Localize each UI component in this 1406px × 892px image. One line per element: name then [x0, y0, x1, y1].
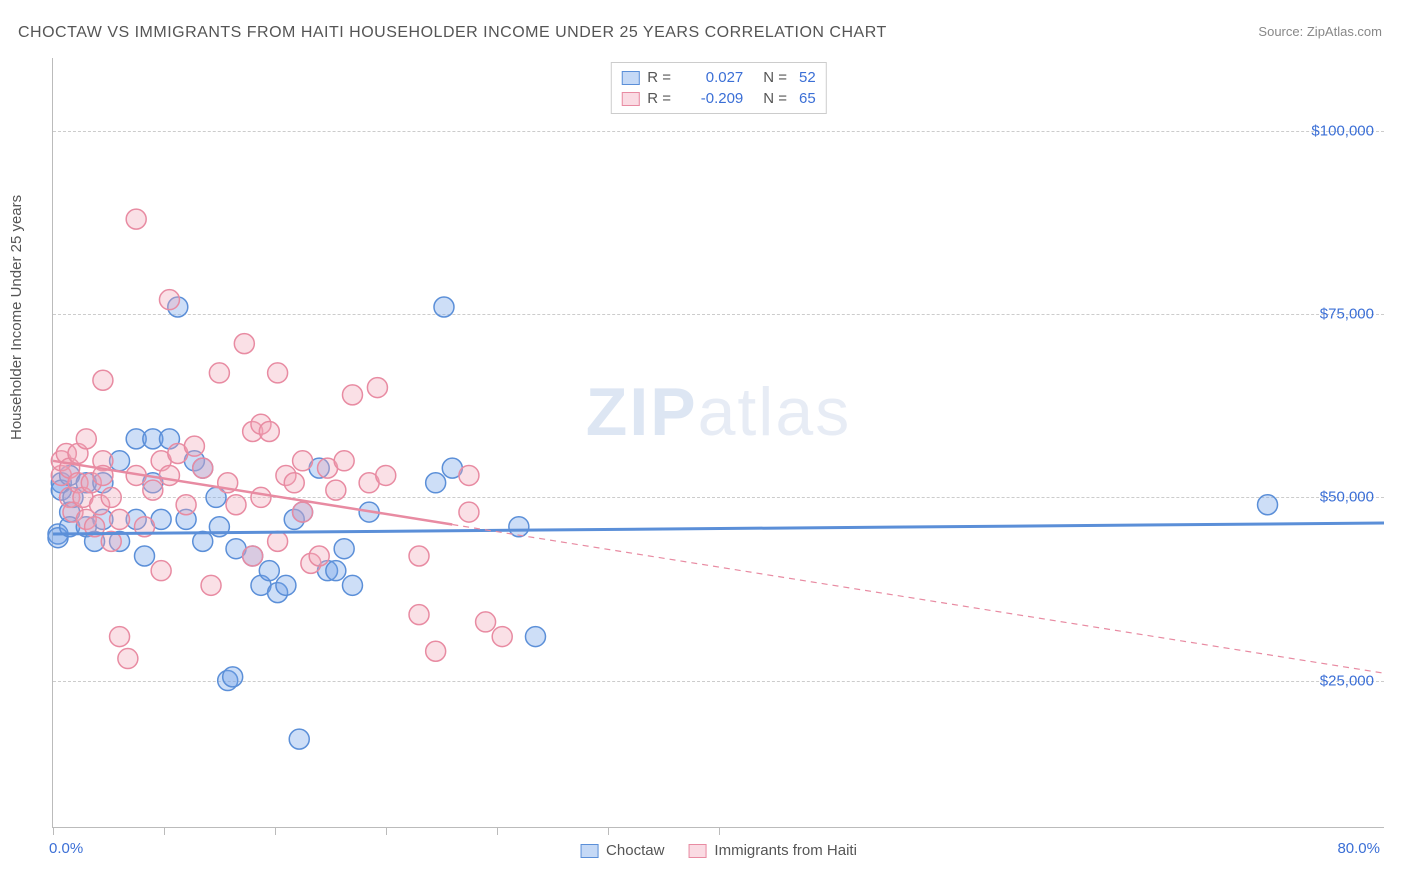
x-tick — [386, 827, 387, 835]
data-point — [110, 509, 130, 529]
series-legend: Choctaw Immigrants from Haiti — [580, 842, 857, 859]
x-tick-label: 80.0% — [1337, 840, 1380, 857]
data-point — [284, 473, 304, 493]
trend-line — [53, 523, 1384, 534]
data-point — [184, 436, 204, 456]
x-tick — [275, 827, 276, 835]
data-point — [426, 473, 446, 493]
data-point — [459, 465, 479, 485]
x-tick — [53, 827, 54, 835]
chart-plot-area: ZIPatlas $25,000$50,000$75,000$100,000 R… — [52, 58, 1384, 828]
x-tick — [719, 827, 720, 835]
legend-row: R = 0.027 N = 52 — [621, 67, 815, 88]
data-point — [110, 627, 130, 647]
source-attribution: Source: ZipAtlas.com — [1258, 24, 1382, 39]
n-label: N = — [763, 69, 787, 86]
data-point — [118, 649, 138, 669]
data-point — [334, 539, 354, 559]
series-name: Immigrants from Haiti — [714, 842, 857, 859]
data-point — [342, 385, 362, 405]
data-point — [93, 370, 113, 390]
x-tick — [164, 827, 165, 835]
data-point — [243, 546, 263, 566]
legend-swatch — [580, 844, 598, 858]
trend-line-extrapolated — [452, 525, 1384, 674]
data-point — [101, 487, 121, 507]
legend-swatch — [688, 844, 706, 858]
data-point — [289, 729, 309, 749]
data-point — [434, 297, 454, 317]
x-tick — [497, 827, 498, 835]
data-point — [492, 627, 512, 647]
data-point — [342, 575, 362, 595]
data-point — [334, 451, 354, 471]
data-point — [268, 363, 288, 383]
data-point — [276, 575, 296, 595]
data-point — [176, 495, 196, 515]
data-point — [226, 495, 246, 515]
data-point — [126, 209, 146, 229]
legend-item: Immigrants from Haiti — [688, 842, 857, 859]
source-label: Source: — [1258, 24, 1303, 39]
data-point — [159, 465, 179, 485]
legend-swatch — [621, 92, 639, 106]
n-label: N = — [763, 90, 787, 107]
legend-swatch — [621, 71, 639, 85]
chart-title: CHOCTAW VS IMMIGRANTS FROM HAITI HOUSEHO… — [18, 24, 887, 42]
n-value: 52 — [799, 69, 816, 86]
data-point — [193, 531, 213, 551]
data-point — [259, 561, 279, 581]
r-value: -0.209 — [683, 90, 743, 107]
data-point — [135, 546, 155, 566]
data-point — [293, 451, 313, 471]
data-point — [1258, 495, 1278, 515]
data-point — [223, 667, 243, 687]
data-point — [259, 422, 279, 442]
data-point — [376, 465, 396, 485]
data-point — [251, 487, 271, 507]
y-axis-label: Householder Income Under 25 years — [8, 195, 25, 440]
scatter-plot-svg — [53, 58, 1384, 827]
data-point — [143, 480, 163, 500]
data-point — [409, 605, 429, 625]
n-value: 65 — [799, 90, 816, 107]
x-tick — [608, 827, 609, 835]
source-link[interactable]: ZipAtlas.com — [1307, 24, 1382, 39]
data-point — [326, 480, 346, 500]
data-point — [234, 334, 254, 354]
r-value: 0.027 — [683, 69, 743, 86]
data-point — [326, 561, 346, 581]
data-point — [309, 546, 329, 566]
data-point — [151, 561, 171, 581]
data-point — [525, 627, 545, 647]
data-point — [209, 363, 229, 383]
r-label: R = — [647, 90, 675, 107]
legend-item: Choctaw — [580, 842, 664, 859]
x-tick-label: 0.0% — [49, 840, 83, 857]
data-point — [193, 458, 213, 478]
data-point — [268, 531, 288, 551]
data-point — [367, 378, 387, 398]
data-point — [201, 575, 221, 595]
data-point — [293, 502, 313, 522]
correlation-legend: R = 0.027 N = 52 R = -0.209 N = 65 — [610, 62, 826, 114]
data-point — [459, 502, 479, 522]
series-name: Choctaw — [606, 842, 664, 859]
data-point — [476, 612, 496, 632]
legend-row: R = -0.209 N = 65 — [621, 88, 815, 109]
r-label: R = — [647, 69, 675, 86]
data-point — [76, 429, 96, 449]
data-point — [409, 546, 429, 566]
data-point — [426, 641, 446, 661]
data-point — [159, 290, 179, 310]
